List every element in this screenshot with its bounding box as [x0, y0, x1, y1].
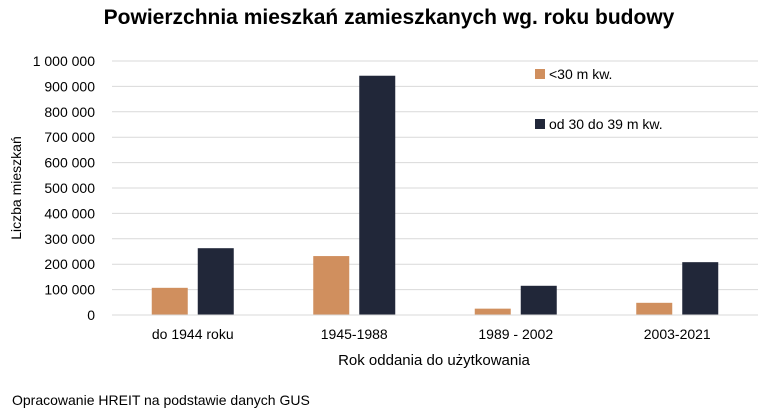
bar-under-30-2	[474, 308, 511, 315]
source-note: Opracowanie HREIT na podstawie danych GU…	[12, 392, 310, 408]
y-axis-label: Liczba mieszkań	[8, 136, 24, 240]
y-tick-label: 700 000	[44, 129, 95, 145]
x-tick-label: 1989 - 2002	[478, 326, 553, 342]
y-tick-label: 300 000	[44, 231, 95, 247]
bar-30-to-39-2	[520, 285, 557, 315]
y-tick-label: 900 000	[44, 78, 95, 94]
x-tick-label: 2003-2021	[644, 326, 711, 342]
y-tick-label: 600 000	[44, 155, 95, 171]
legend-label: <30 m kw.	[549, 66, 612, 82]
bars	[151, 75, 719, 316]
bar-30-to-39-1	[359, 75, 396, 316]
gridlines	[112, 60, 758, 291]
legend-swatch	[535, 69, 545, 79]
y-tick-label: 800 000	[44, 104, 95, 120]
legend-label: od 30 do 39 m kw.	[549, 116, 663, 132]
y-tick-label: 400 000	[44, 205, 95, 221]
y-tick-label: 100 000	[44, 282, 95, 298]
bar-under-30-1	[313, 256, 350, 315]
bar-30-to-39-0	[197, 248, 234, 315]
legend-swatch	[535, 119, 545, 129]
y-tick-label: 500 000	[44, 180, 95, 196]
x-axis-ticks: do 1944 roku 1945-1988 1989 - 2002 2003-202…	[152, 326, 711, 342]
bar-under-30-3	[636, 302, 673, 315]
x-axis-label: Rok oddania do użytkowania	[338, 352, 530, 369]
chart-title: Powierzchnia mieszkań zamieszkanych wg. …	[103, 6, 675, 29]
y-tick-label: 0	[87, 307, 95, 323]
y-axis-ticks: 0 100 000 200 000 300 000 400 000 500 000 600 …	[33, 53, 96, 323]
x-tick-label: do 1944 roku	[152, 326, 234, 342]
x-tick-label: 1945-1988	[321, 326, 388, 342]
bar-under-30-0	[151, 287, 188, 315]
y-tick-label: 1 000 000	[33, 53, 95, 69]
y-tick-label: 200 000	[44, 256, 95, 272]
legend: <30 m kw. od 30 do 39 m kw.	[535, 66, 663, 132]
bar-30-to-39-3	[682, 262, 719, 315]
